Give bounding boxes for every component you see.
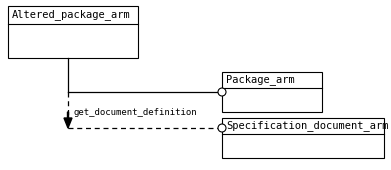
- Text: get_document_definition: get_document_definition: [74, 108, 197, 117]
- Circle shape: [218, 88, 226, 96]
- Circle shape: [218, 124, 226, 132]
- Text: Specification_document_arm: Specification_document_arm: [226, 121, 389, 131]
- FancyArrow shape: [64, 112, 72, 128]
- Bar: [8, 6, 138, 58]
- Bar: [222, 72, 322, 112]
- Bar: [222, 118, 384, 158]
- Text: Altered_package_arm: Altered_package_arm: [12, 10, 131, 20]
- Text: Package_arm: Package_arm: [226, 75, 295, 86]
